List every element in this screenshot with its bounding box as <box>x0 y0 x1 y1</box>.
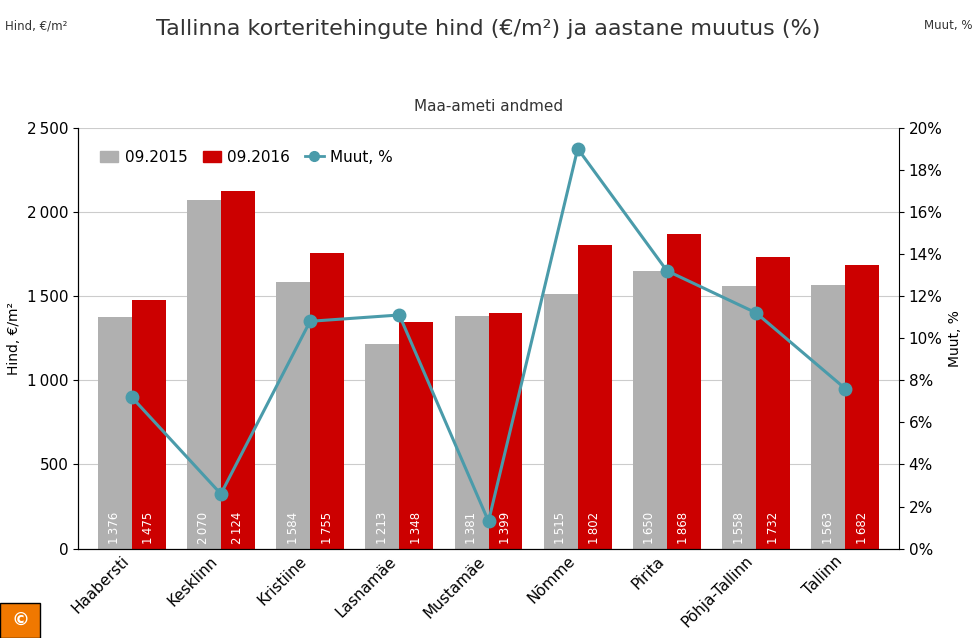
Bar <box>454 316 488 549</box>
Bar <box>577 245 612 549</box>
Text: 2 124: 2 124 <box>232 511 244 544</box>
Text: ©: © <box>11 611 29 630</box>
Text: Tallinna korteritehingute hind (€/m²) ja aastane muutus (%): Tallinna korteritehingute hind (€/m²) ja… <box>156 19 821 39</box>
FancyBboxPatch shape <box>0 603 40 638</box>
Text: 1 376: 1 376 <box>108 512 121 544</box>
Bar <box>722 286 756 549</box>
Bar <box>98 317 132 549</box>
Y-axis label: Hind, €/m²: Hind, €/m² <box>8 302 21 375</box>
Text: 1 558: 1 558 <box>733 512 745 544</box>
Text: 1 213: 1 213 <box>376 512 389 544</box>
Text: 1 515: 1 515 <box>554 512 568 544</box>
Text: 1 682: 1 682 <box>856 512 869 544</box>
Text: 2 070: 2 070 <box>197 512 210 544</box>
Bar <box>400 322 433 549</box>
Bar <box>221 191 255 549</box>
Bar <box>756 257 790 549</box>
Bar <box>845 265 879 549</box>
Text: 1 802: 1 802 <box>588 512 601 544</box>
Bar <box>276 282 310 549</box>
Legend: 09.2015, 09.2016, Muut, %: 09.2015, 09.2016, Muut, % <box>94 144 399 171</box>
Bar <box>187 200 221 549</box>
Text: 1 563: 1 563 <box>822 512 835 544</box>
Bar <box>488 313 523 549</box>
Bar <box>812 285 845 549</box>
Text: Tõnu Toompark, ADAUR.EE: Tõnu Toompark, ADAUR.EE <box>88 614 296 627</box>
Bar <box>310 253 344 549</box>
Bar <box>544 293 577 549</box>
Y-axis label: Muut, %: Muut, % <box>948 309 962 367</box>
Bar <box>667 234 701 549</box>
Text: 1 381: 1 381 <box>465 512 478 544</box>
Text: 1 348: 1 348 <box>409 512 423 544</box>
Text: 1 399: 1 399 <box>499 512 512 544</box>
Text: 1 755: 1 755 <box>320 512 333 544</box>
Bar <box>132 300 165 549</box>
Bar <box>633 271 667 549</box>
Text: 1 732: 1 732 <box>767 512 780 544</box>
Text: 1 650: 1 650 <box>644 512 657 544</box>
Text: 1 475: 1 475 <box>142 512 155 544</box>
Text: 1 584: 1 584 <box>286 512 300 544</box>
Bar <box>365 345 400 549</box>
Text: Hind, €/m²: Hind, €/m² <box>5 19 67 32</box>
Text: Muut, %: Muut, % <box>923 19 972 32</box>
Text: Maa-ameti andmed: Maa-ameti andmed <box>414 99 563 114</box>
Text: 1 868: 1 868 <box>677 512 691 544</box>
